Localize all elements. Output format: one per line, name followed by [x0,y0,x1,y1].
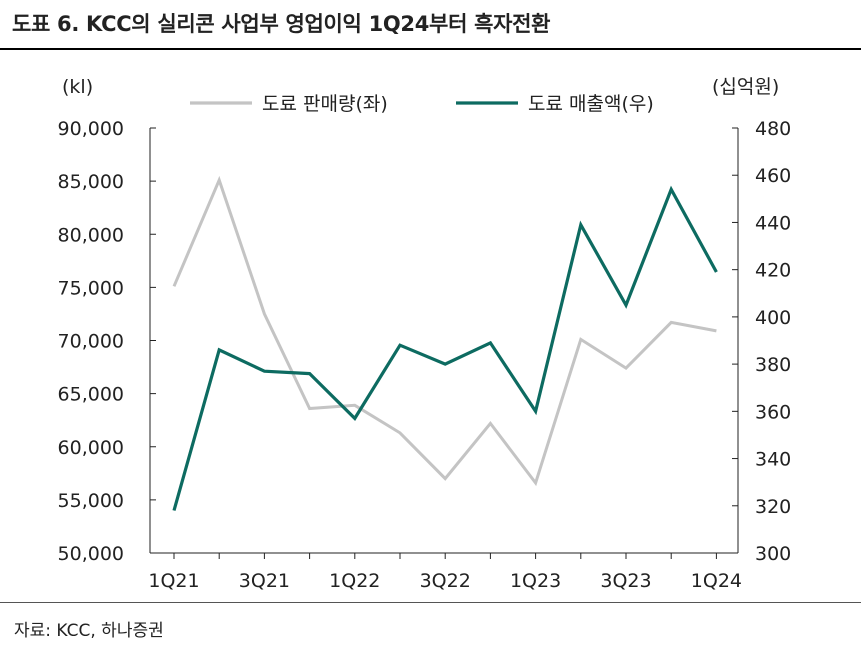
right-axis-tick-label: 440 [755,212,791,234]
x-axis-tick-label: 1Q21 [148,570,199,592]
right-axis-tick-label: 300 [755,543,791,565]
chart-title: 도표 6. KCC의 실리콘 사업부 영업이익 1Q24부터 흑자전환 [12,12,551,36]
left-axis-tick-label: 80,000 [58,224,124,246]
right-axis-unit: (십억원) [712,76,779,98]
right-axis-tick-label: 480 [755,118,791,140]
x-axis-tick-label: 3Q21 [239,570,290,592]
footer-divider [0,602,861,603]
paint-sales-line [172,185,718,511]
left-axis-unit: (kl) [62,76,93,98]
legend-label: 도료 판매량(좌) [262,93,388,115]
left-axis-tick-label: 90,000 [58,118,124,140]
chart: 50,000 55,000 60,000 65,000 70,000 75,000 80,0… [58,76,792,592]
left-axis-tick-label: 75,000 [58,277,124,299]
x-axis-tick-label: 1Q23 [510,570,561,592]
right-axis-tick-label: 400 [755,307,791,329]
left-axis-tick-label: 70,000 [58,331,124,353]
title-divider [0,48,861,50]
right-axis-tick-label: 460 [755,165,791,187]
source-note: 자료: KCC, 하나증권 [14,621,164,641]
left-axis-tick-label: 60,000 [58,437,124,459]
x-axis-tick-label: 1Q22 [329,570,380,592]
x-axis-tick-label: 3Q23 [600,570,651,592]
x-axis-tick-label: 3Q22 [420,570,471,592]
right-axis-tick-label: 320 [755,496,791,518]
left-axis-tick-label: 85,000 [58,171,124,193]
right-axis-tick-label: 380 [755,354,791,376]
left-axis-tick-label: 55,000 [58,490,124,512]
right-axis-tick-label: 420 [755,260,791,282]
x-axis-tick-label: 1Q24 [691,570,742,592]
right-axis-tick-label: 360 [755,401,791,423]
paint-volume-line [172,175,717,487]
left-axis-tick-label: 50,000 [58,543,124,565]
left-axis-tick-label: 65,000 [58,384,124,406]
right-axis-tick-label: 340 [755,449,791,471]
legend-label: 도료 매출액(우) [528,93,654,115]
